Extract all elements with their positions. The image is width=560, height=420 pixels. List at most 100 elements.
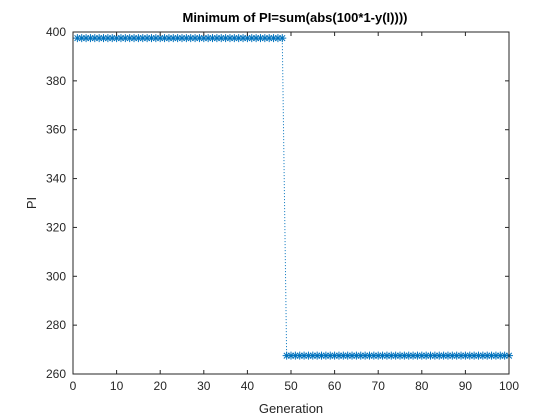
- data-point: [343, 351, 352, 360]
- data-point: [182, 34, 191, 43]
- data-point: [191, 34, 200, 43]
- y-tick-label: 400: [46, 25, 66, 39]
- data-point: [348, 351, 357, 360]
- data-point: [95, 34, 104, 43]
- x-tick-label: 80: [415, 379, 429, 393]
- data-point: [391, 351, 400, 360]
- x-tick-label: 30: [197, 379, 211, 393]
- data-point: [160, 34, 169, 43]
- y-tick-label: 260: [46, 367, 66, 381]
- data-point: [86, 34, 95, 43]
- data-point: [491, 351, 500, 360]
- x-axis-label: Generation: [259, 401, 323, 416]
- series-layer: [73, 34, 513, 360]
- data-point: [300, 351, 309, 360]
- data-point: [487, 351, 496, 360]
- data-point: [439, 351, 448, 360]
- data-point: [400, 351, 409, 360]
- data-point: [361, 351, 370, 360]
- data-point: [186, 34, 195, 43]
- data-point: [291, 351, 300, 360]
- data-point: [478, 351, 487, 360]
- data-point: [130, 34, 139, 43]
- y-tick-label: 280: [46, 318, 66, 332]
- data-point: [230, 34, 239, 43]
- data-point: [269, 34, 278, 43]
- data-point: [138, 34, 147, 43]
- data-point: [265, 34, 274, 43]
- data-point: [195, 34, 204, 43]
- data-point: [356, 351, 365, 360]
- data-point: [252, 34, 261, 43]
- data-point: [204, 34, 213, 43]
- data-point: [474, 351, 483, 360]
- data-point: [173, 34, 182, 43]
- data-point: [82, 34, 91, 43]
- x-tick-label: 20: [154, 379, 168, 393]
- data-point: [417, 351, 426, 360]
- data-point: [465, 351, 474, 360]
- data-point: [247, 34, 256, 43]
- data-point: [483, 351, 492, 360]
- data-point: [461, 351, 470, 360]
- data-point: [212, 34, 221, 43]
- data-point: [234, 34, 243, 43]
- data-point: [116, 34, 125, 43]
- y-tick-label: 380: [46, 74, 66, 88]
- data-point: [452, 351, 461, 360]
- data-point: [396, 351, 404, 360]
- data-point: [99, 34, 108, 43]
- data-point: [378, 351, 387, 360]
- data-point: [164, 34, 173, 43]
- data-point: [103, 34, 112, 43]
- data-point: [430, 351, 439, 360]
- data-point: [321, 351, 330, 360]
- x-tick-label: 50: [284, 379, 298, 393]
- data-point: [317, 351, 326, 360]
- data-point: [156, 34, 165, 43]
- data-point: [125, 34, 134, 43]
- data-point: [282, 351, 291, 360]
- data-point: [239, 34, 248, 43]
- data-point: [369, 351, 378, 360]
- data-point: [409, 351, 418, 360]
- data-point: [382, 351, 391, 360]
- data-point: [112, 34, 121, 43]
- data-point: [208, 34, 217, 43]
- data-point: [147, 34, 156, 43]
- data-point: [295, 351, 304, 360]
- data-point: [500, 351, 509, 360]
- x-tick-label: 90: [459, 379, 473, 393]
- x-tick-label: 70: [372, 379, 386, 393]
- data-point: [134, 34, 143, 43]
- data-point: [108, 34, 117, 43]
- data-point: [178, 34, 186, 43]
- plot-area: [73, 32, 509, 374]
- data-point: [217, 34, 226, 43]
- data-point: [352, 351, 361, 360]
- data-point: [404, 351, 413, 360]
- data-point: [243, 34, 252, 43]
- x-tick-label: 100: [499, 379, 519, 393]
- data-point: [387, 351, 396, 360]
- chart-title: Minimum of PI=sum(abs(100*1-y(I)))): [182, 10, 407, 25]
- y-tick-label: 340: [46, 172, 66, 186]
- data-point: [308, 351, 317, 360]
- data-point: [143, 34, 152, 43]
- data-point: [73, 34, 82, 43]
- data-point: [313, 351, 322, 360]
- data-point: [199, 34, 208, 43]
- data-point: [457, 351, 466, 360]
- y-tick-label: 320: [46, 220, 66, 234]
- data-point: [278, 34, 287, 43]
- data-point: [256, 34, 265, 43]
- data-point: [334, 351, 343, 360]
- data-point: [426, 351, 435, 360]
- data-point: [287, 351, 295, 360]
- x-tick-label: 60: [328, 379, 342, 393]
- data-point: [121, 34, 130, 43]
- data-point: [169, 34, 178, 43]
- data-point: [225, 34, 234, 43]
- y-tick-label: 300: [46, 269, 66, 283]
- data-point: [330, 351, 339, 360]
